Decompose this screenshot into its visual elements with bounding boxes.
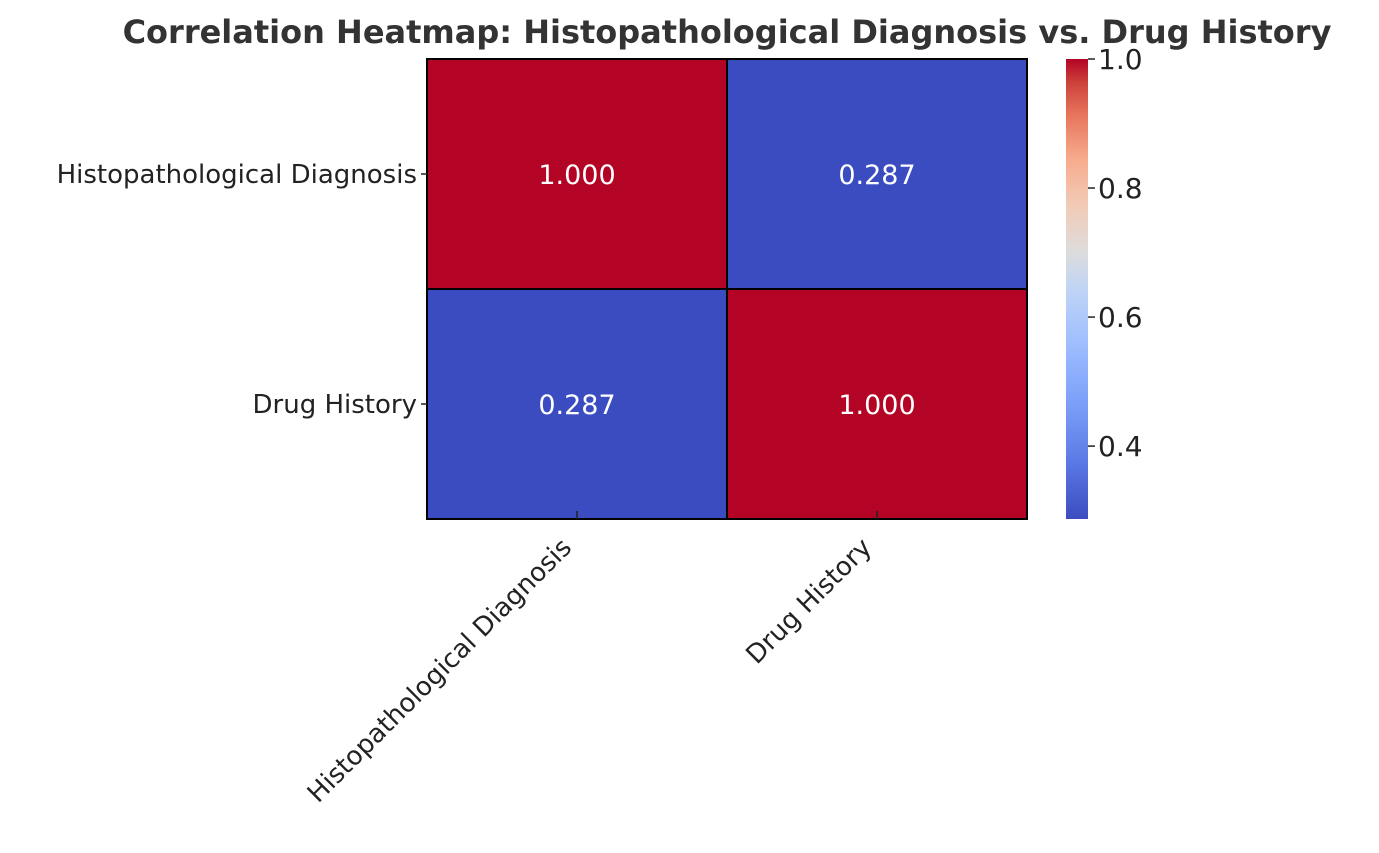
- heatmap-annotations: 1.000 0.287 0.287 1.000: [538, 160, 915, 421]
- heatmap-cell: [726, 58, 1028, 290]
- cell-annotation: 0.287: [838, 160, 915, 191]
- y-axis-labels: Histopathological Diagnosis Drug History: [57, 160, 427, 420]
- colorbar-tick-label: 0.4: [1098, 430, 1143, 463]
- cell-annotation: 1.000: [538, 160, 615, 191]
- heatmap-cell: [426, 288, 728, 520]
- colorbar-ticks: 0.4 0.6 0.8 1.0: [1088, 43, 1143, 463]
- colorbar: [1066, 59, 1088, 519]
- colorbar-tick-label: 0.8: [1098, 172, 1143, 205]
- chart-title: Correlation Heatmap: Histopathological D…: [123, 13, 1332, 51]
- heatmap-cells: [426, 58, 1028, 520]
- cell-annotation: 0.287: [538, 390, 615, 421]
- y-tick-label: Drug History: [253, 390, 417, 420]
- x-tick-label: Drug History: [740, 533, 878, 671]
- cell-annotation: 1.000: [838, 390, 915, 421]
- x-axis-labels: Histopathological Diagnosis Drug History: [302, 511, 878, 809]
- x-tick-label: Histopathological Diagnosis: [302, 533, 578, 809]
- colorbar-tick-label: 0.6: [1098, 301, 1143, 334]
- heatmap-cell: [426, 58, 728, 290]
- heatmap-cell: [726, 288, 1028, 520]
- colorbar-tick-label: 1.0: [1098, 43, 1143, 76]
- y-tick-label: Histopathological Diagnosis: [57, 160, 417, 190]
